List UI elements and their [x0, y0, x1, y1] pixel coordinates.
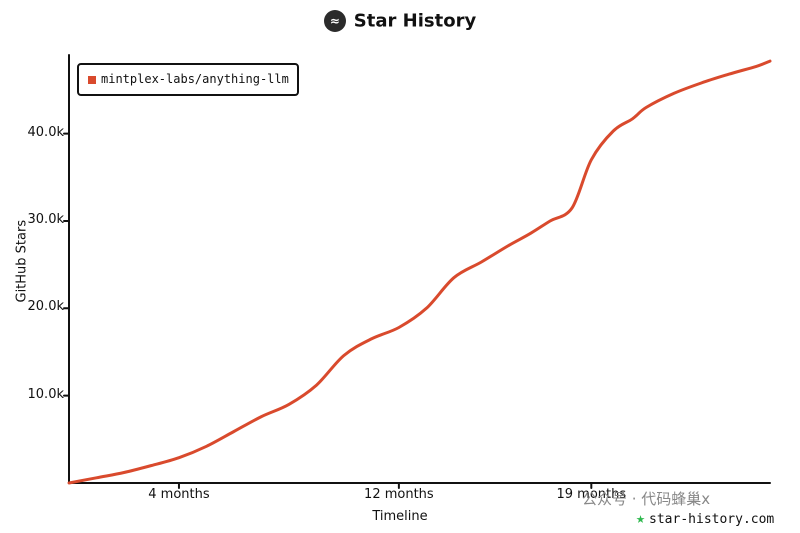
axes — [63, 54, 771, 489]
star-icon: ★ — [636, 509, 646, 527]
x-tick-label: 12 months — [364, 487, 434, 502]
y-tick-label: 20.0k — [27, 299, 64, 315]
x-tick-label: 19 months — [556, 487, 627, 502]
chart-title-row: ≈ Star History — [0, 10, 800, 32]
x-axis-label: Timeline — [372, 509, 428, 524]
legend-label: mintplex-labs/anything-llm — [101, 72, 289, 86]
legend: mintplex-labs/anything-llm — [77, 63, 299, 96]
site-credit: ★ star-history.com — [636, 509, 774, 527]
y-tick-label: 40.0k — [27, 124, 64, 140]
series-layer — [67, 59, 772, 485]
legend-swatch — [88, 76, 96, 84]
y-tick-label: 30.0k — [27, 211, 64, 227]
site-url: star-history.com — [649, 512, 775, 527]
star-history-logo-icon: ≈ — [323, 10, 346, 32]
y-tick-label: 10.0k — [27, 386, 64, 402]
y-axis-label: GitHub Stars — [14, 219, 30, 303]
watermark-text: 公众号 · 代码蜂巢x — [582, 490, 711, 508]
x-tick-label: 4 months — [148, 487, 210, 502]
series-line — [67, 59, 772, 485]
chart-title: Star History — [353, 10, 477, 32]
